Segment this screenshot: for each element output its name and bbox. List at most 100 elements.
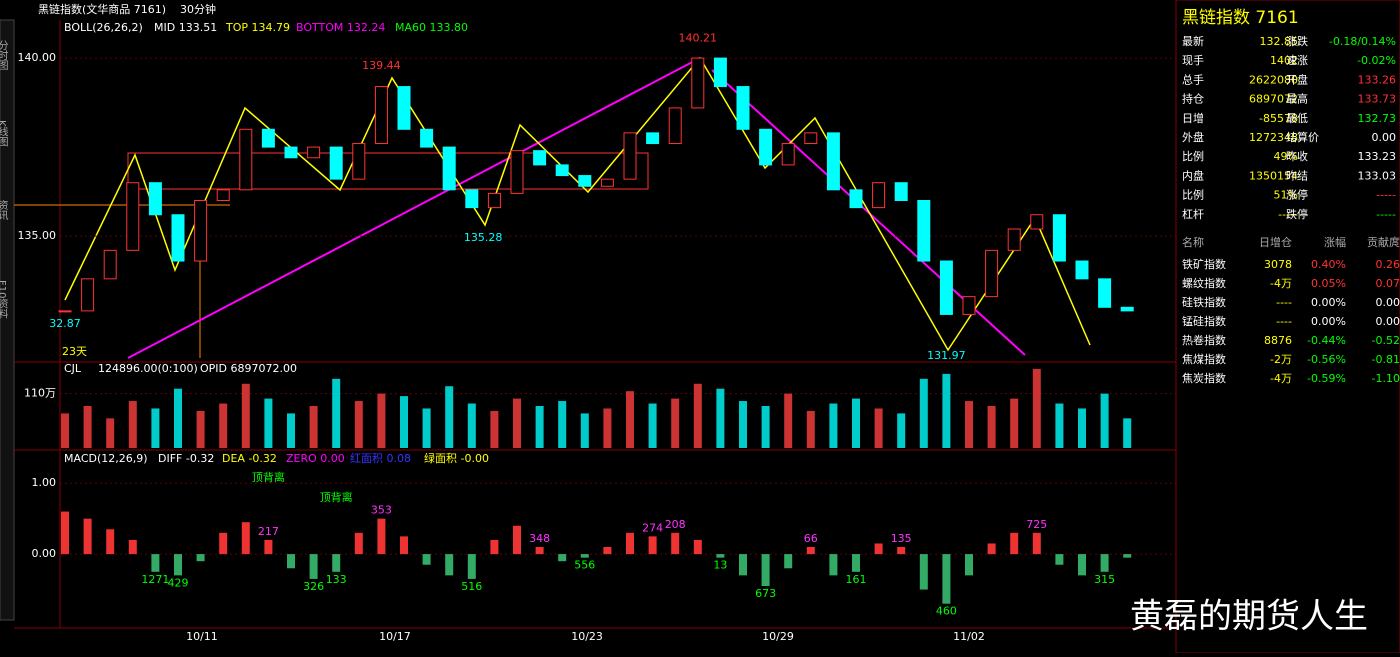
volume-bar [377, 394, 385, 448]
candle [669, 108, 681, 144]
candle [1031, 215, 1043, 229]
quote-cell: 总手 [1182, 72, 1204, 86]
quote-cell: 昨收 [1286, 149, 1308, 163]
sector-cell[interactable]: 焦炭指数 [1182, 371, 1226, 385]
macd-bar [852, 554, 860, 572]
side-tab[interactable]: F10资料 [0, 280, 8, 319]
macd-bar [716, 554, 724, 558]
sector-cell: 3078 [1264, 258, 1292, 271]
candle [172, 215, 184, 261]
quote-cell: 133.26 [1358, 73, 1397, 86]
quote-cell: 跌停 [1286, 207, 1308, 221]
quote-cell: 133.23 [1358, 150, 1397, 163]
date-label: 10/17 [379, 630, 411, 643]
candle [308, 147, 320, 158]
volume-bar [694, 384, 702, 448]
volume-bar [626, 391, 634, 448]
side-tab[interactable]: 资讯 [0, 200, 8, 221]
candle [714, 58, 726, 86]
candle [443, 147, 455, 190]
quote-cell: 昨结 [1286, 169, 1308, 182]
candle [1121, 307, 1133, 311]
candle [692, 58, 704, 108]
sector-cell[interactable]: 硅铁指数 [1182, 295, 1226, 309]
macd-bar [219, 533, 227, 554]
macd-bar [1033, 533, 1041, 554]
macd-bar [1010, 533, 1018, 554]
quote-cell: 开盘 [1286, 72, 1308, 86]
area-label: 274 [642, 521, 663, 534]
macd-bar [581, 554, 589, 558]
quote-cell: 速涨 [1286, 54, 1308, 67]
volume-bar [1078, 408, 1086, 448]
price-annotation: 135.28 [464, 231, 503, 244]
vol-label: CJL [64, 362, 82, 375]
candle [511, 151, 523, 194]
macd-bar [197, 554, 205, 561]
quote-cell: 结算价 [1286, 130, 1319, 144]
sector-cell[interactable]: 螺纹指数 [1182, 276, 1226, 290]
quote-cell: 现手 [1182, 53, 1204, 67]
area-label: 161 [846, 573, 867, 586]
area-label: 66 [804, 532, 818, 545]
sector-cell[interactable]: 热卷指数 [1182, 333, 1226, 347]
candle [353, 144, 365, 180]
sector-cell[interactable]: 锰硅指数 [1182, 314, 1226, 328]
volume-bar [84, 406, 92, 448]
volume-bar [829, 404, 837, 448]
volume-bar [219, 404, 227, 448]
volume-bar [603, 408, 611, 448]
y-tick-label: 0.00 [32, 547, 57, 560]
candle [782, 144, 794, 165]
volume-bar [739, 401, 747, 448]
boll-label: BOTTOM 132.24 [296, 21, 385, 34]
candle [895, 183, 907, 201]
sector-cell: 0.00 [1376, 296, 1400, 309]
y-tick-label: 110万 [24, 387, 56, 400]
vol-info: 124896.00(0:100) [98, 362, 198, 375]
macd-bar [423, 554, 431, 565]
side-tab[interactable]: K线图 [0, 120, 8, 147]
macd-bar [784, 554, 792, 568]
quote-cell: 最新 [1182, 34, 1204, 48]
sector-cell: 8876 [1264, 334, 1292, 347]
macd-bar [377, 519, 385, 554]
macd-label: 绿面积 -0.00 [424, 451, 489, 465]
date-label: 10/23 [571, 630, 603, 643]
area-label: 673 [755, 587, 776, 600]
macd-bar [897, 547, 905, 554]
macd-label: DIFF -0.32 [158, 452, 214, 465]
sector-cell: -4万 [1270, 372, 1292, 385]
macd-bar [490, 540, 498, 554]
area-label: 1271 [141, 573, 169, 586]
days-label: 23天 [62, 345, 87, 358]
volume-bar [558, 401, 566, 448]
macd-bar [649, 536, 657, 554]
volume-bar [965, 401, 973, 448]
price-annotation: 139.44 [362, 59, 401, 72]
candle [873, 183, 885, 208]
side-tab[interactable]: 分时图 [0, 40, 8, 71]
candle [262, 129, 274, 147]
macd-bar [468, 554, 476, 579]
volume-bar [762, 406, 770, 448]
volume-bar [264, 399, 272, 448]
volume-bar [1010, 399, 1018, 448]
quote-cell: 132.73 [1358, 112, 1397, 125]
volume-bar [61, 413, 69, 448]
candle [534, 151, 546, 165]
candle [127, 183, 139, 251]
sector-cell[interactable]: 铁矿指数 [1182, 257, 1226, 271]
volume-bar [513, 399, 521, 448]
sector-cell: -0.59% [1307, 372, 1346, 385]
area-label: 460 [936, 605, 957, 618]
area-label: 725 [1026, 518, 1047, 531]
sector-cell[interactable]: 焦煤指数 [1182, 352, 1226, 366]
macd-bar [287, 554, 295, 568]
macd-bar [1055, 554, 1063, 565]
candle [805, 133, 817, 144]
volume-bar [400, 396, 408, 448]
macd-label: DEA -0.32 [222, 452, 277, 465]
quote-cell: 最低 [1286, 112, 1308, 125]
